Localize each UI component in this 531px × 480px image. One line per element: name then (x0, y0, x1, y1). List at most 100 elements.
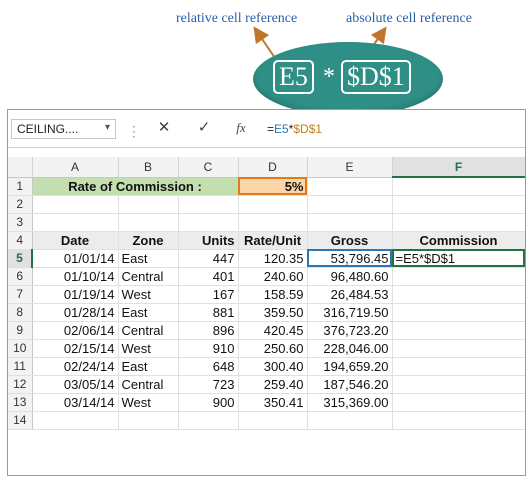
date-cell[interactable]: 01/01/14 (32, 249, 119, 268)
row-header-9[interactable]: 9 (8, 321, 33, 340)
column-header-b[interactable]: B (118, 157, 179, 178)
row-header-13[interactable]: 13 (8, 393, 33, 412)
rate-cell[interactable]: 120.35 (238, 249, 308, 268)
row-header-3[interactable]: 3 (8, 213, 33, 232)
date-cell[interactable]: 01/19/14 (32, 285, 119, 304)
units-cell[interactable]: 723 (178, 375, 239, 394)
units-cell[interactable]: 401 (178, 267, 239, 286)
cell[interactable] (307, 411, 393, 430)
cell[interactable] (118, 195, 179, 214)
chevron-down-icon[interactable]: ▾ (104, 122, 110, 133)
row-header-6[interactable]: 6 (8, 267, 33, 286)
gross-cell[interactable]: 26,484.53 (307, 285, 393, 304)
cell[interactable] (392, 411, 525, 430)
gross-cell[interactable]: 376,723.20 (307, 321, 393, 340)
rate-cell[interactable]: 350.41 (238, 393, 308, 412)
cell[interactable] (178, 195, 239, 214)
cell[interactable] (118, 411, 179, 430)
date-cell[interactable]: 02/06/14 (32, 321, 119, 340)
row-header-12[interactable]: 12 (8, 375, 33, 394)
row-header-14[interactable]: 14 (8, 411, 33, 430)
column-header-e[interactable]: E (307, 157, 393, 178)
formula-input[interactable]: =E5*$D$1 (263, 119, 525, 139)
rate-cell[interactable]: 240.60 (238, 267, 308, 286)
commission-cell[interactable] (392, 339, 525, 358)
insert-function-icon[interactable]: fx (236, 120, 246, 135)
row-header-5[interactable]: 5 (8, 249, 33, 268)
cell[interactable] (32, 195, 119, 214)
column-header-a[interactable]: A (32, 157, 119, 178)
zone-cell[interactable]: Central (118, 375, 179, 394)
cell[interactable] (32, 411, 119, 430)
rate-value-cell[interactable]: 5% (238, 177, 308, 196)
gross-cell[interactable]: 53,796.45 (307, 249, 393, 268)
commission-cell[interactable] (392, 303, 525, 322)
cell[interactable] (392, 213, 525, 232)
units-cell[interactable]: 896 (178, 321, 239, 340)
cell[interactable] (307, 177, 393, 196)
header-date[interactable]: Date (32, 231, 119, 250)
gross-cell[interactable]: 194,659.20 (307, 357, 393, 376)
row-header-2[interactable]: 2 (8, 195, 33, 214)
cell[interactable] (178, 213, 239, 232)
row-header-7[interactable]: 7 (8, 285, 33, 304)
rate-label-cell[interactable]: Rate of Commission : (32, 177, 239, 196)
cell[interactable] (307, 195, 393, 214)
cell[interactable] (118, 213, 179, 232)
units-cell[interactable]: 881 (178, 303, 239, 322)
cell[interactable] (238, 411, 308, 430)
gross-cell[interactable]: 228,046.00 (307, 339, 393, 358)
rate-cell[interactable]: 359.50 (238, 303, 308, 322)
units-cell[interactable]: 900 (178, 393, 239, 412)
units-cell[interactable]: 910 (178, 339, 239, 358)
date-cell[interactable]: 01/28/14 (32, 303, 119, 322)
zone-cell[interactable]: East (118, 357, 179, 376)
units-cell[interactable]: 167 (178, 285, 239, 304)
rate-cell[interactable]: 158.59 (238, 285, 308, 304)
row-header-10[interactable]: 10 (8, 339, 33, 358)
rate-cell[interactable]: 300.40 (238, 357, 308, 376)
date-cell[interactable]: 01/10/14 (32, 267, 119, 286)
gross-cell[interactable]: 187,546.20 (307, 375, 393, 394)
header-zone[interactable]: Zone (118, 231, 179, 250)
units-cell[interactable]: 648 (178, 357, 239, 376)
date-cell[interactable]: 03/05/14 (32, 375, 119, 394)
row-header-4[interactable]: 4 (8, 231, 33, 250)
cell[interactable] (392, 195, 525, 214)
units-cell[interactable]: 447 (178, 249, 239, 268)
commission-cell[interactable] (392, 375, 525, 394)
header-commission[interactable]: Commission (392, 231, 525, 250)
row-header-8[interactable]: 8 (8, 303, 33, 322)
gross-cell[interactable]: 96,480.60 (307, 267, 393, 286)
name-box[interactable]: CEILING.... ▾ (11, 119, 116, 139)
cell[interactable] (238, 195, 308, 214)
date-cell[interactable]: 02/15/14 (32, 339, 119, 358)
zone-cell[interactable]: East (118, 249, 179, 268)
zone-cell[interactable]: East (118, 303, 179, 322)
commission-cell[interactable] (392, 357, 525, 376)
commission-cell[interactable] (392, 285, 525, 304)
gross-cell[interactable]: 316,719.50 (307, 303, 393, 322)
cell[interactable] (307, 213, 393, 232)
zone-cell[interactable]: West (118, 393, 179, 412)
rate-cell[interactable]: 250.60 (238, 339, 308, 358)
cell[interactable] (238, 213, 308, 232)
row-header-11[interactable]: 11 (8, 357, 33, 376)
zone-cell[interactable]: West (118, 339, 179, 358)
active-cell-f5[interactable]: =E5*$D$1 (392, 249, 525, 268)
commission-cell[interactable] (392, 267, 525, 286)
rate-cell[interactable]: 420.45 (238, 321, 308, 340)
select-all-corner[interactable] (8, 157, 33, 178)
column-header-c[interactable]: C (178, 157, 239, 178)
zone-cell[interactable]: West (118, 285, 179, 304)
column-header-d[interactable]: D (238, 157, 308, 178)
commission-cell[interactable] (392, 321, 525, 340)
zone-cell[interactable]: Central (118, 267, 179, 286)
header-rate-unit[interactable]: Rate/Unit (238, 231, 308, 250)
cancel-icon[interactable]: ✕ (157, 119, 171, 136)
rate-cell[interactable]: 259.40 (238, 375, 308, 394)
column-header-f[interactable]: F (392, 157, 525, 178)
header-gross[interactable]: Gross (307, 231, 393, 250)
gross-cell[interactable]: 315,369.00 (307, 393, 393, 412)
cell[interactable] (178, 411, 239, 430)
